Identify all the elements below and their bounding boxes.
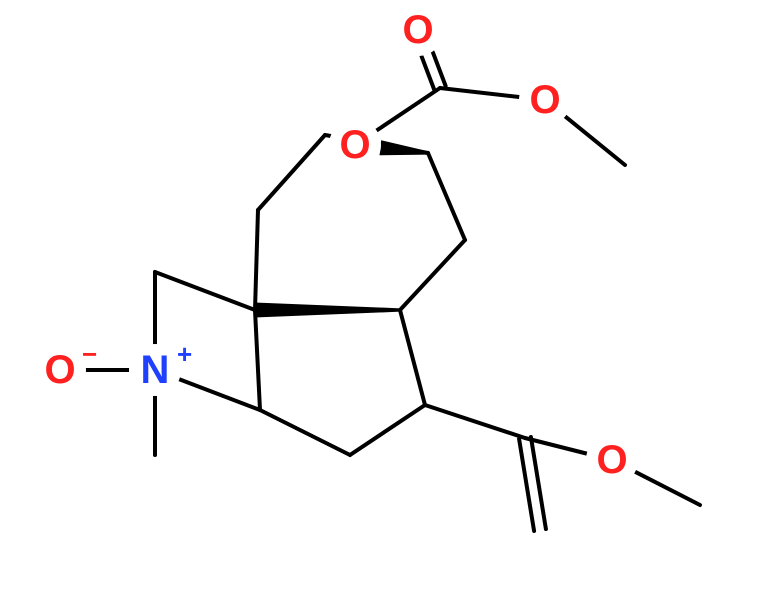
atom-label-O_ester1: O: [339, 123, 370, 167]
atom-charge-N_plus: +: [177, 339, 192, 369]
atom-label-N_plus: N: [141, 348, 170, 392]
atom-label-O_minus: O: [44, 348, 75, 392]
atom-label-O_enol: O: [596, 438, 627, 482]
atom-charge-O_minus: −: [82, 339, 97, 369]
atom-label-O_dblC: O: [402, 8, 433, 52]
atom-label-O_ester2: O: [529, 78, 560, 122]
molecule-diagram: O−N+OOOO: [0, 0, 761, 599]
